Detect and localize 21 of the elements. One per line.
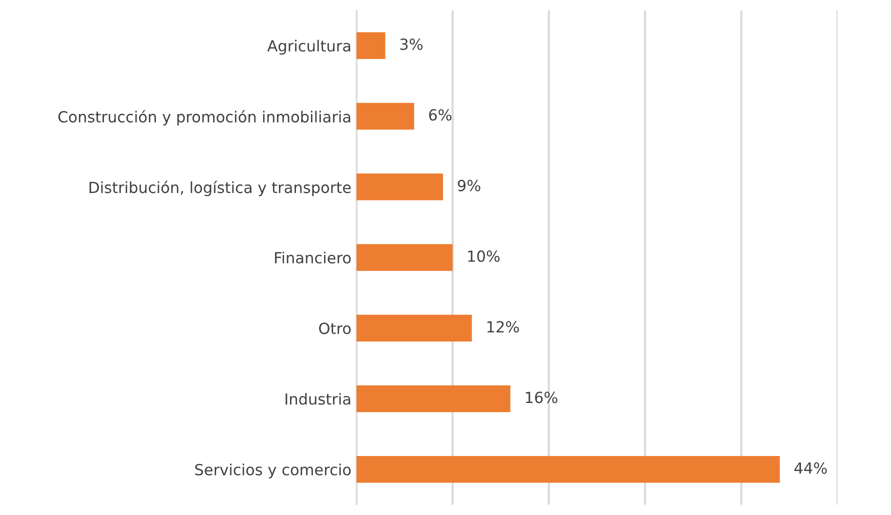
y-tick-label: Servicios y comercio (195, 464, 351, 478)
data-label: 16% (526, 392, 558, 404)
data-label: 12% (487, 321, 519, 333)
y-tick-label: Agricultura (267, 40, 350, 55)
bar (356, 173, 444, 200)
data-label: 10% (468, 250, 500, 262)
bar (356, 244, 453, 271)
y-tick-label: Financiero (275, 252, 351, 264)
data-label: 9% (458, 180, 480, 192)
bar (356, 32, 386, 60)
y-tick-label: Industria (286, 392, 350, 405)
data-label: 6% (429, 109, 452, 121)
y-tick-label: Distribución, logística y transporte (90, 180, 351, 196)
bar (356, 102, 414, 130)
y-tick-label: Otro (319, 322, 351, 334)
data-label: 3% (400, 38, 423, 50)
bar (356, 456, 780, 483)
data-label: 44% (794, 462, 827, 474)
y-tick-label: Construcción y promoción inmobiliaria (58, 110, 350, 126)
bar (356, 314, 472, 342)
bar (356, 385, 510, 412)
